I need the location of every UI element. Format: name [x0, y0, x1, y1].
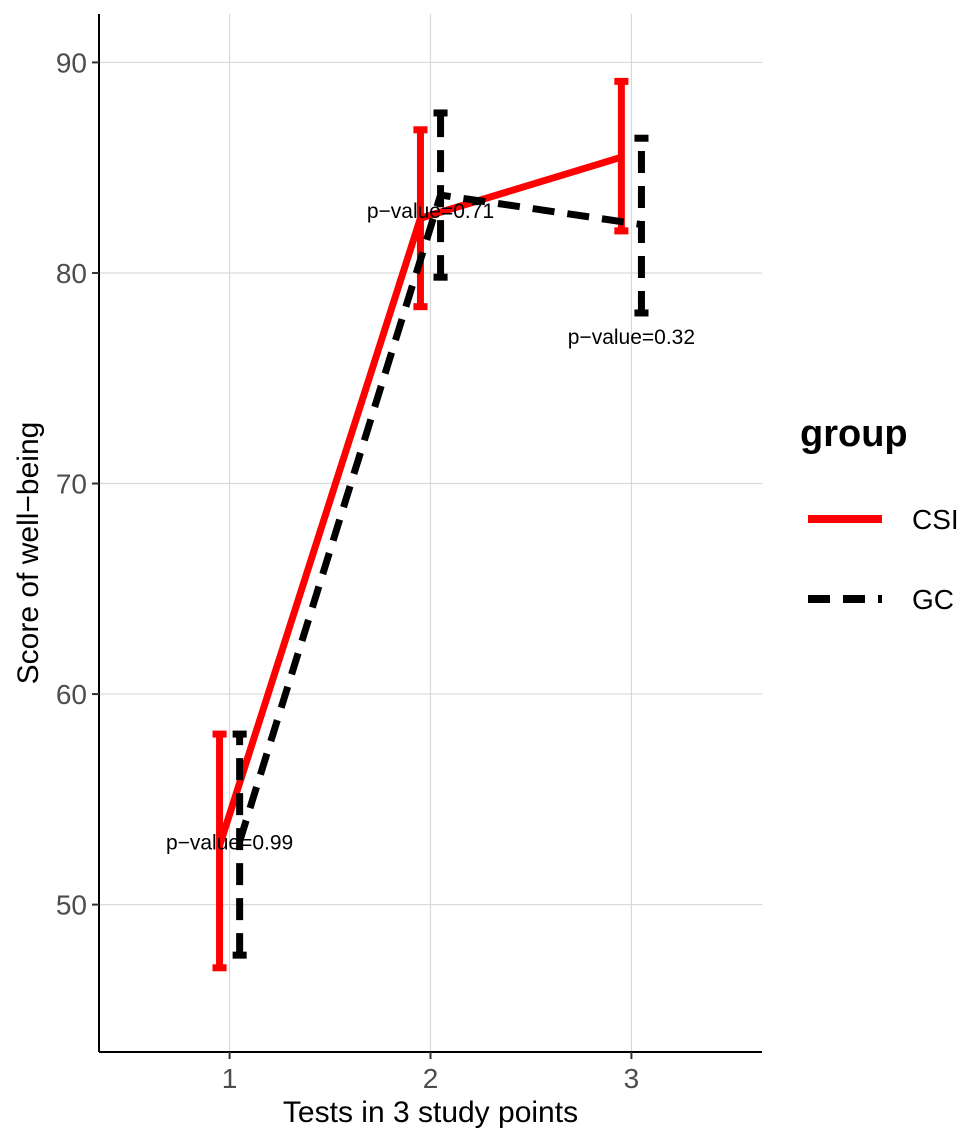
grid-lines: [99, 14, 762, 1052]
x-tick-label: 2: [423, 1063, 439, 1094]
axes-group: 50 60 70 80 90 1 2 3: [56, 14, 762, 1094]
y-tick-label: 60: [56, 679, 87, 710]
annotations-group: p−value=0.99 p−value=0.71 p−value=0.32: [166, 200, 695, 855]
series-group: [212, 77, 649, 972]
y-axis-title: Score of well−being: [12, 422, 45, 685]
x-axis-title: Tests in 3 study points: [283, 1096, 578, 1129]
y-tick-label: 70: [56, 469, 87, 500]
series-csi: [212, 77, 629, 972]
legend-label-gc: GC: [912, 584, 954, 615]
p-value-annotation: p−value=0.71: [367, 200, 494, 223]
p-value-annotation: p−value=0.99: [166, 831, 293, 854]
y-tick-label: 50: [56, 890, 87, 921]
y-tick-label: 80: [56, 258, 87, 289]
series-line-gc: [236, 191, 642, 843]
p-value-annotation: p−value=0.32: [568, 326, 695, 349]
legend-title: group: [800, 413, 908, 455]
series-line-csi: [216, 153, 623, 847]
legend: group CSI GC: [800, 413, 959, 615]
x-tick-label: 3: [624, 1063, 640, 1094]
x-tick-label: 1: [222, 1063, 238, 1094]
legend-label-csi: CSI: [912, 504, 959, 535]
y-tick-label: 90: [56, 47, 87, 78]
series-gc: [232, 109, 649, 959]
